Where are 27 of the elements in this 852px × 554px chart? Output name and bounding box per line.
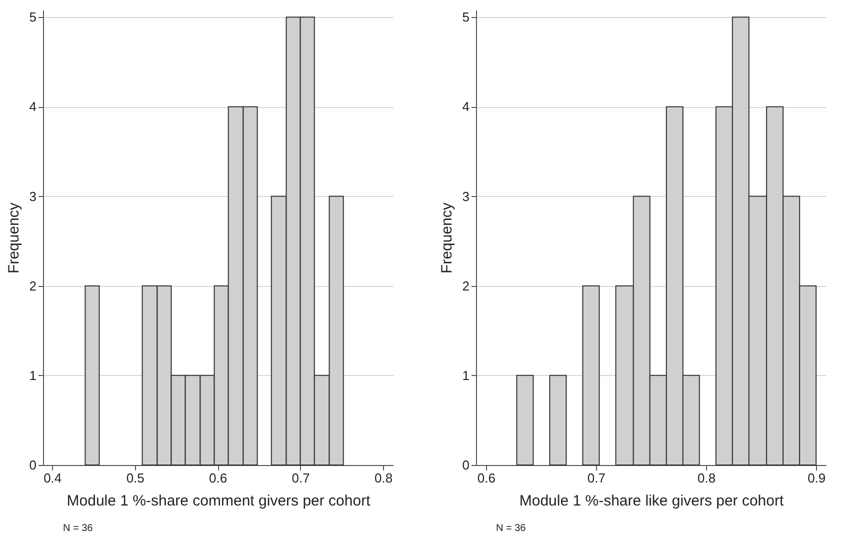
y-tick-label: 5 bbox=[29, 10, 36, 25]
y-axis-title: Frequency bbox=[5, 202, 22, 274]
x-axis-title: Module 1 %-share comment givers per cohort bbox=[66, 492, 372, 510]
y-tick-label: 4 bbox=[29, 99, 36, 114]
y-tick-label: 0 bbox=[29, 458, 36, 472]
text: N = 36 bbox=[63, 523, 94, 534]
x-tick-label: 0.5 bbox=[126, 470, 144, 486]
y-tick-label: 4 bbox=[462, 99, 470, 114]
y-tick-label: 3 bbox=[29, 188, 36, 204]
x-tick-label: 0.6 bbox=[477, 470, 496, 486]
x-tick-label: 0.4 bbox=[44, 470, 62, 486]
y-tick-label: 2 bbox=[462, 278, 470, 294]
y-tick-label: 3 bbox=[462, 188, 470, 204]
y-tick-label: 5 bbox=[462, 10, 470, 25]
y-tick-label: 1 bbox=[29, 368, 36, 383]
x-tick-label: 0.8 bbox=[697, 470, 716, 486]
y-tick-label: 1 bbox=[462, 368, 470, 383]
x-tick-label: 0.7 bbox=[292, 470, 310, 486]
x-tick-label: 0.8 bbox=[374, 470, 393, 486]
x-axis-title: Module 1 %-share like givers per cohort bbox=[519, 492, 784, 510]
text: N = 36 bbox=[496, 523, 526, 534]
x-tick-label: 0.9 bbox=[808, 470, 826, 486]
x-tick-label: 0.6 bbox=[209, 470, 228, 486]
y-axis-title: Frequency bbox=[438, 202, 456, 274]
y-tick-label: 0 bbox=[462, 458, 470, 472]
y-tick-label: 2 bbox=[29, 278, 36, 294]
x-tick-label: 0.7 bbox=[587, 470, 606, 486]
